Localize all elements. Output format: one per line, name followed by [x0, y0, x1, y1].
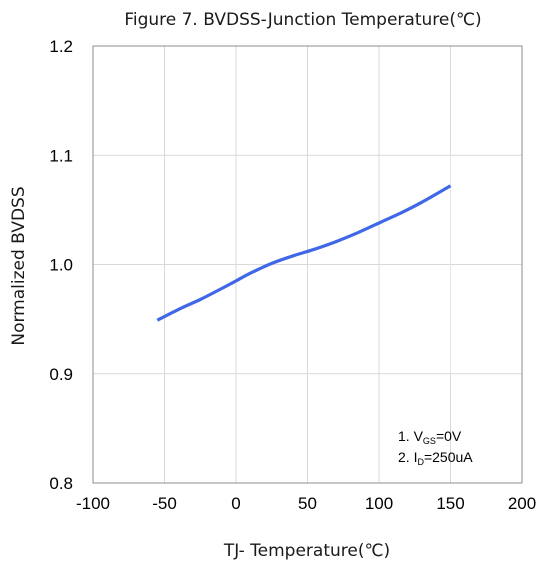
note-line-2: 2. ID=250uA — [398, 449, 473, 467]
y-tick-label: 1.2 — [49, 37, 73, 56]
x-tick-label: 150 — [436, 494, 464, 513]
x-tick-label: 50 — [298, 494, 317, 513]
note-2-value: =250uA — [424, 449, 473, 465]
note-line-1: 1. VGS=0V — [398, 428, 462, 446]
grid — [93, 46, 522, 483]
note-2-subscript: D — [417, 457, 424, 467]
y-tick-labels: 0.8 0.9 1.0 1.1 1.2 — [49, 37, 73, 493]
x-tick-label: -50 — [152, 494, 177, 513]
note-2-symbol: I — [414, 449, 418, 465]
y-tick-label: 1.0 — [49, 256, 73, 275]
y-axis-label: Normalized BVDSS — [9, 186, 29, 345]
series-group — [156, 184, 452, 322]
x-tick-label: 0 — [231, 494, 240, 513]
note-1-number: 1. — [398, 428, 414, 444]
plot-frame — [92, 45, 523, 484]
x-tick-label: 200 — [508, 494, 536, 513]
x-axis-label: TJ- Temperature(℃) — [223, 541, 390, 561]
note-1-subscript: GS — [423, 436, 436, 446]
note-1-symbol: V — [414, 428, 424, 444]
y-tick-label: 0.8 — [49, 474, 73, 493]
chart-title: Figure 7. BVDSS-Junction Temperature(℃) — [124, 10, 481, 30]
note-1-value: =0V — [436, 428, 462, 444]
x-tick-label: 100 — [365, 494, 393, 513]
note-2-number: 2. — [398, 449, 414, 465]
series-line — [156, 184, 452, 322]
y-tick-label: 1.1 — [49, 146, 73, 165]
x-tick-label: -100 — [76, 494, 110, 513]
y-tick-label: 0.9 — [49, 365, 73, 384]
x-tick-labels: -100 -50 0 50 100 150 200 — [76, 494, 536, 513]
conditions-note: 1. VGS=0V 2. ID=250uA — [398, 428, 473, 467]
